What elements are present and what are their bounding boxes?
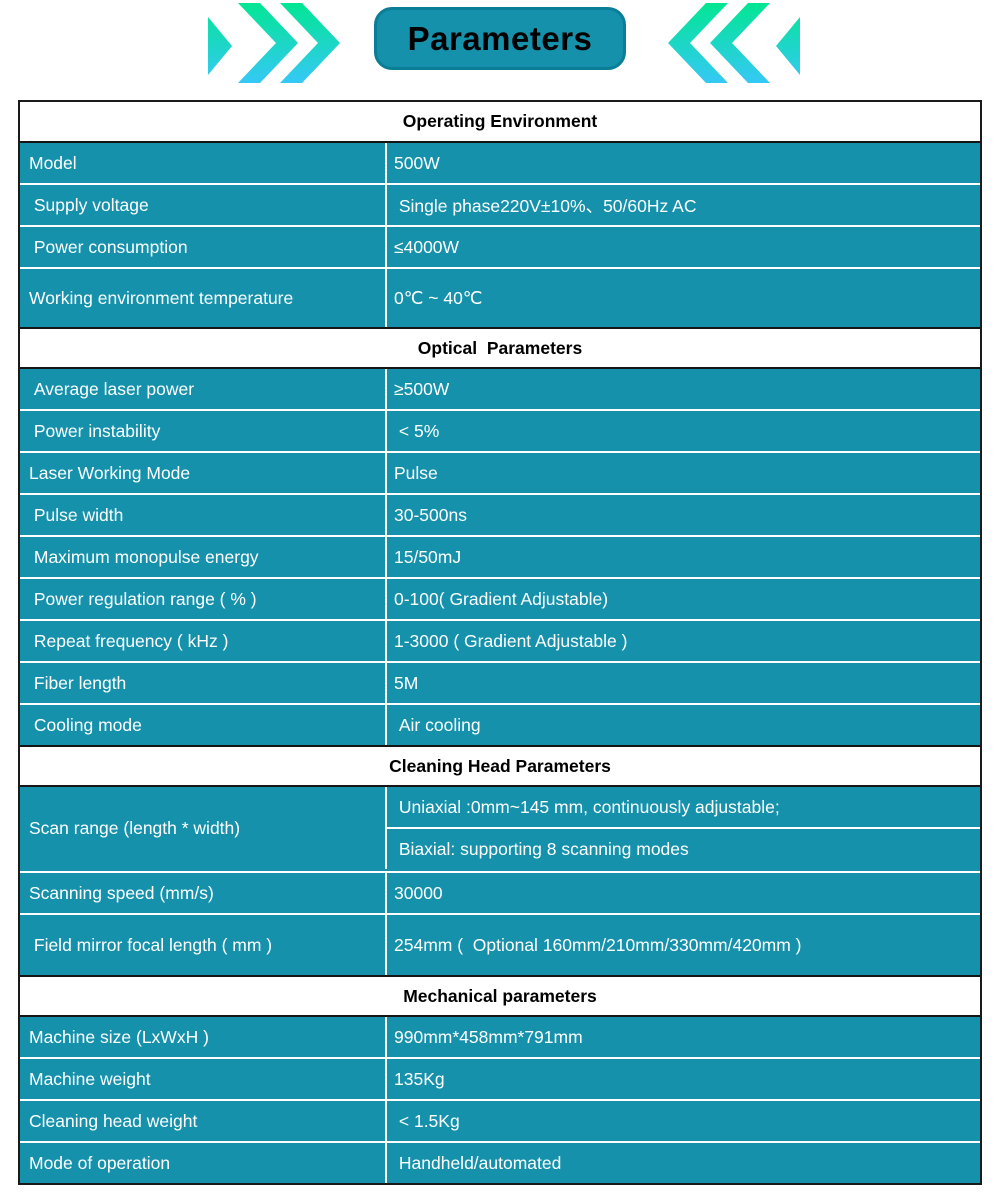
section-header: Mechanical parameters (20, 975, 980, 1017)
param-value: 5M (385, 663, 980, 703)
table-row: Machine weight 135Kg (20, 1057, 980, 1099)
param-value: Pulse (385, 453, 980, 493)
param-value: 1-3000 ( Gradient Adjustable ) (385, 621, 980, 661)
param-label: Field mirror focal length ( mm ) (29, 934, 273, 955)
param-value: 990mm*458mm*791mm (385, 1017, 980, 1057)
table-row: Cleaning head weight < 1.5Kg (20, 1099, 980, 1141)
section-optical-parameters: Optical Parameters Average laser power ≥… (20, 327, 980, 745)
param-label: Power instability (29, 420, 161, 441)
table-row-scan-range: Scan range (length * width) Uniaxial :0m… (20, 787, 980, 871)
param-value: 15/50mJ (385, 537, 980, 577)
param-label: Maximum monopulse energy (29, 546, 259, 567)
param-value: 30000 (385, 873, 980, 913)
table-row: Model 500W (20, 143, 980, 183)
table-row: Cooling mode Air cooling (20, 703, 980, 745)
section-header: Optical Parameters (20, 327, 980, 369)
param-label: Scanning speed (mm/s) (29, 882, 214, 903)
table-row: Supply voltage Single phase220V±10%、50/6… (20, 183, 980, 225)
param-value: 0-100( Gradient Adjustable) (385, 579, 980, 619)
param-label: Power consumption (29, 236, 188, 257)
param-label: Scan range (length * width) (29, 817, 241, 838)
param-value: Biaxial: supporting 8 scanning modes (385, 827, 980, 869)
param-label: Repeat frequency ( kHz ) (29, 630, 229, 651)
param-value: 30-500ns (385, 495, 980, 535)
table-row: Scanning speed (mm/s) 30000 (20, 871, 980, 913)
section-mechanical-parameters: Mechanical parameters Machine size (LxWx… (20, 975, 980, 1183)
param-value: Air cooling (385, 705, 980, 745)
param-value: ≤4000W (385, 227, 980, 267)
page-title-text: Parameters (407, 19, 593, 57)
table-row: Fiber length 5M (20, 661, 980, 703)
table-row: Repeat frequency ( kHz ) 1-3000 ( Gradie… (20, 619, 980, 661)
chevrons-left-icon (668, 3, 800, 83)
param-label: Working environment temperature (29, 287, 294, 308)
param-label: Cooling mode (29, 714, 142, 735)
param-label: Pulse width (29, 504, 124, 525)
param-label: Supply voltage (29, 194, 149, 215)
page-header: Parameters (0, 0, 1000, 100)
table-row: Maximum monopulse energy 15/50mJ (20, 535, 980, 577)
param-value: 500W (385, 143, 980, 183)
param-label: Model (29, 152, 77, 173)
table-row: Field mirror focal length ( mm ) 254mm (… (20, 913, 980, 975)
parameters-table: Operating Environment Model 500W Supply … (18, 100, 982, 1185)
param-label: Average laser power (29, 378, 195, 399)
table-row: Power consumption ≤4000W (20, 225, 980, 267)
param-value: 135Kg (385, 1059, 980, 1099)
section-operating-environment: Operating Environment Model 500W Supply … (20, 102, 980, 327)
param-value: < 1.5Kg (385, 1101, 980, 1141)
table-row: Pulse width 30-500ns (20, 493, 980, 535)
param-value: Single phase220V±10%、50/60Hz AC (385, 185, 980, 225)
param-value: 0℃ ~ 40℃ (385, 269, 980, 327)
chevrons-right-icon (208, 3, 340, 83)
table-row: Mode of operation Handheld/automated (20, 1141, 980, 1183)
param-value: ≥500W (385, 369, 980, 409)
param-label: Fiber length (29, 672, 127, 693)
page-title: Parameters (374, 7, 626, 70)
section-header: Operating Environment (20, 102, 980, 143)
section-cleaning-head-parameters: Cleaning Head Parameters Scan range (len… (20, 745, 980, 975)
param-value: Handheld/automated (385, 1143, 980, 1183)
section-header: Cleaning Head Parameters (20, 745, 980, 787)
param-label: Cleaning head weight (29, 1110, 198, 1131)
param-label: Machine weight (29, 1068, 151, 1089)
table-row: Average laser power ≥500W (20, 369, 980, 409)
table-row: Machine size (LxWxH ) 990mm*458mm*791mm (20, 1017, 980, 1057)
param-label: Mode of operation (29, 1152, 171, 1173)
param-label: Laser Working Mode (29, 462, 191, 483)
table-row: Working environment temperature 0℃ ~ 40℃ (20, 267, 980, 327)
param-value: < 5% (385, 411, 980, 451)
table-row: Laser Working Mode Pulse (20, 451, 980, 493)
table-row: Power regulation range ( % ) 0-100( Grad… (20, 577, 980, 619)
param-label: Machine size (LxWxH ) (29, 1026, 209, 1047)
table-row: Power instability < 5% (20, 409, 980, 451)
param-label: Power regulation range ( % ) (29, 588, 257, 609)
param-value: Uniaxial :0mm~145 mm, continuously adjus… (385, 787, 980, 827)
param-value: 254mm ( Optional 160mm/210mm/330mm/420mm… (385, 915, 980, 975)
